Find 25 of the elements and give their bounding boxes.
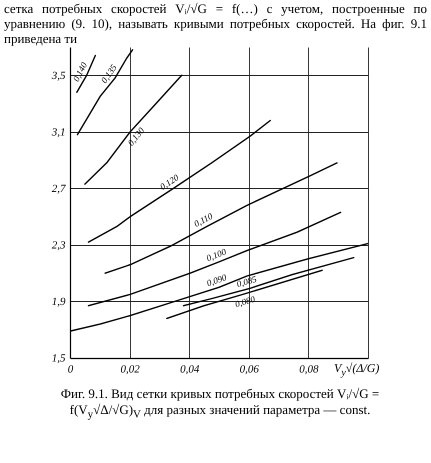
x-tick-label: 0,04 — [180, 364, 200, 376]
y-tick-label: 1,5 — [52, 352, 66, 364]
line-series — [166, 270, 323, 320]
y-tick-label: 2,7 — [52, 182, 66, 195]
line-series — [88, 212, 342, 306]
text: Фиг. 9.1. Вид сетки кривых потребных скоростей Vᵢ/√G = f(V$_{y}$√Δ/√G)$_{V}$ для разных значений параметра — const. — [60, 386, 380, 423]
x-tick-label: 0,06 — [240, 364, 260, 376]
text: 0,110 — [192, 210, 215, 229]
text: 0,100 — [204, 246, 228, 264]
x-tick-label: 0,08 — [299, 364, 320, 376]
text: 0,080 — [234, 294, 257, 310]
text: 0,090 — [205, 272, 228, 288]
text: 0,140 — [70, 60, 90, 84]
text: 0,120 — [158, 172, 181, 192]
x-tick-label: 0,02 — [120, 364, 140, 376]
line-series — [88, 120, 271, 243]
y-tick-label: 3,1 — [50, 126, 66, 138]
x-axis-title: V$_{y}$√(Δ/G) — [334, 361, 380, 378]
y-tick-label: 3,5 — [50, 70, 66, 82]
text: сетка потребных скоростей Vᵢ/√G = f(…) с учетом, построенные по уравнению (9. 10), называть кривыми потребных скоростей. На фиг. 9.1 приведена ти — [4, 1, 427, 46]
x-tick-label: 0 — [68, 364, 74, 376]
text: 0,085 — [236, 274, 258, 290]
y-tick-label: 2,3 — [52, 239, 66, 252]
line-series — [104, 162, 338, 274]
y-tick-label: 1,9 — [52, 296, 66, 308]
